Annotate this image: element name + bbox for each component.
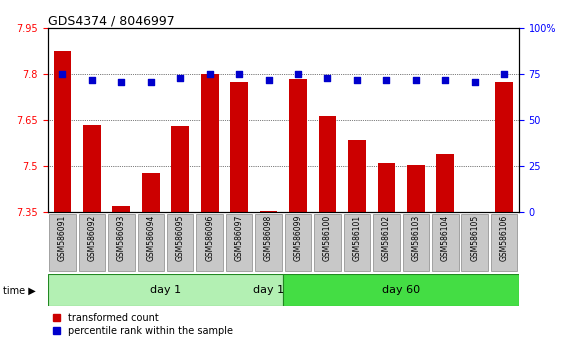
Text: GSM586098: GSM586098 <box>264 215 273 261</box>
FancyBboxPatch shape <box>255 213 282 272</box>
Text: day 60: day 60 <box>382 285 420 295</box>
FancyBboxPatch shape <box>432 213 458 272</box>
Text: GSM586094: GSM586094 <box>146 215 155 261</box>
Text: GSM586091: GSM586091 <box>58 215 67 261</box>
Text: GSM586100: GSM586100 <box>323 215 332 261</box>
Text: day 1: day 1 <box>253 285 284 295</box>
Text: GSM586106: GSM586106 <box>500 215 509 261</box>
FancyBboxPatch shape <box>167 213 194 272</box>
Point <box>323 75 332 81</box>
Legend: transformed count, percentile rank within the sample: transformed count, percentile rank withi… <box>53 313 233 336</box>
Point <box>264 77 273 83</box>
Text: GSM586097: GSM586097 <box>234 215 243 261</box>
Point <box>205 72 214 77</box>
Bar <box>466 212 484 214</box>
FancyBboxPatch shape <box>49 213 76 272</box>
Bar <box>495 82 513 212</box>
FancyBboxPatch shape <box>462 213 488 272</box>
Bar <box>319 116 336 212</box>
FancyBboxPatch shape <box>226 213 252 272</box>
Bar <box>260 211 278 212</box>
FancyBboxPatch shape <box>403 213 429 272</box>
Point <box>117 79 126 85</box>
Point <box>441 77 450 83</box>
Text: GSM586095: GSM586095 <box>176 215 185 261</box>
FancyBboxPatch shape <box>196 213 223 272</box>
Bar <box>378 163 395 212</box>
FancyBboxPatch shape <box>79 213 105 272</box>
Text: GSM586093: GSM586093 <box>117 215 126 261</box>
Text: GSM586101: GSM586101 <box>352 215 361 261</box>
Bar <box>53 51 71 212</box>
Bar <box>112 206 130 212</box>
Bar <box>407 165 425 212</box>
FancyBboxPatch shape <box>48 274 283 306</box>
Point <box>382 77 391 83</box>
FancyBboxPatch shape <box>285 213 311 272</box>
Point <box>176 75 185 81</box>
Point <box>411 77 420 83</box>
FancyBboxPatch shape <box>344 213 370 272</box>
FancyBboxPatch shape <box>314 213 341 272</box>
Point <box>146 79 155 85</box>
Point <box>293 72 302 77</box>
Point <box>234 72 243 77</box>
FancyBboxPatch shape <box>137 213 164 272</box>
Bar <box>289 79 307 212</box>
FancyBboxPatch shape <box>108 213 135 272</box>
Text: GSM586102: GSM586102 <box>382 215 391 261</box>
FancyBboxPatch shape <box>491 213 517 272</box>
Text: GDS4374 / 8046997: GDS4374 / 8046997 <box>48 14 174 27</box>
Point <box>58 72 67 77</box>
Bar <box>231 82 248 212</box>
Text: time ▶: time ▶ <box>3 285 35 295</box>
Point <box>470 79 479 85</box>
Bar <box>436 154 454 212</box>
Text: GSM586105: GSM586105 <box>470 215 479 261</box>
Bar <box>172 126 189 212</box>
Point <box>352 77 361 83</box>
Bar <box>142 172 159 212</box>
Bar <box>83 125 100 212</box>
Text: GSM586096: GSM586096 <box>205 215 214 261</box>
Point <box>88 77 96 83</box>
FancyBboxPatch shape <box>283 274 519 306</box>
FancyBboxPatch shape <box>373 213 399 272</box>
Text: GSM586104: GSM586104 <box>441 215 450 261</box>
Text: day 1: day 1 <box>150 285 181 295</box>
Text: GSM586092: GSM586092 <box>88 215 96 261</box>
Text: GSM586103: GSM586103 <box>411 215 420 261</box>
Text: GSM586099: GSM586099 <box>293 215 302 261</box>
Point <box>500 72 509 77</box>
Bar <box>201 74 218 212</box>
Bar <box>348 140 366 212</box>
